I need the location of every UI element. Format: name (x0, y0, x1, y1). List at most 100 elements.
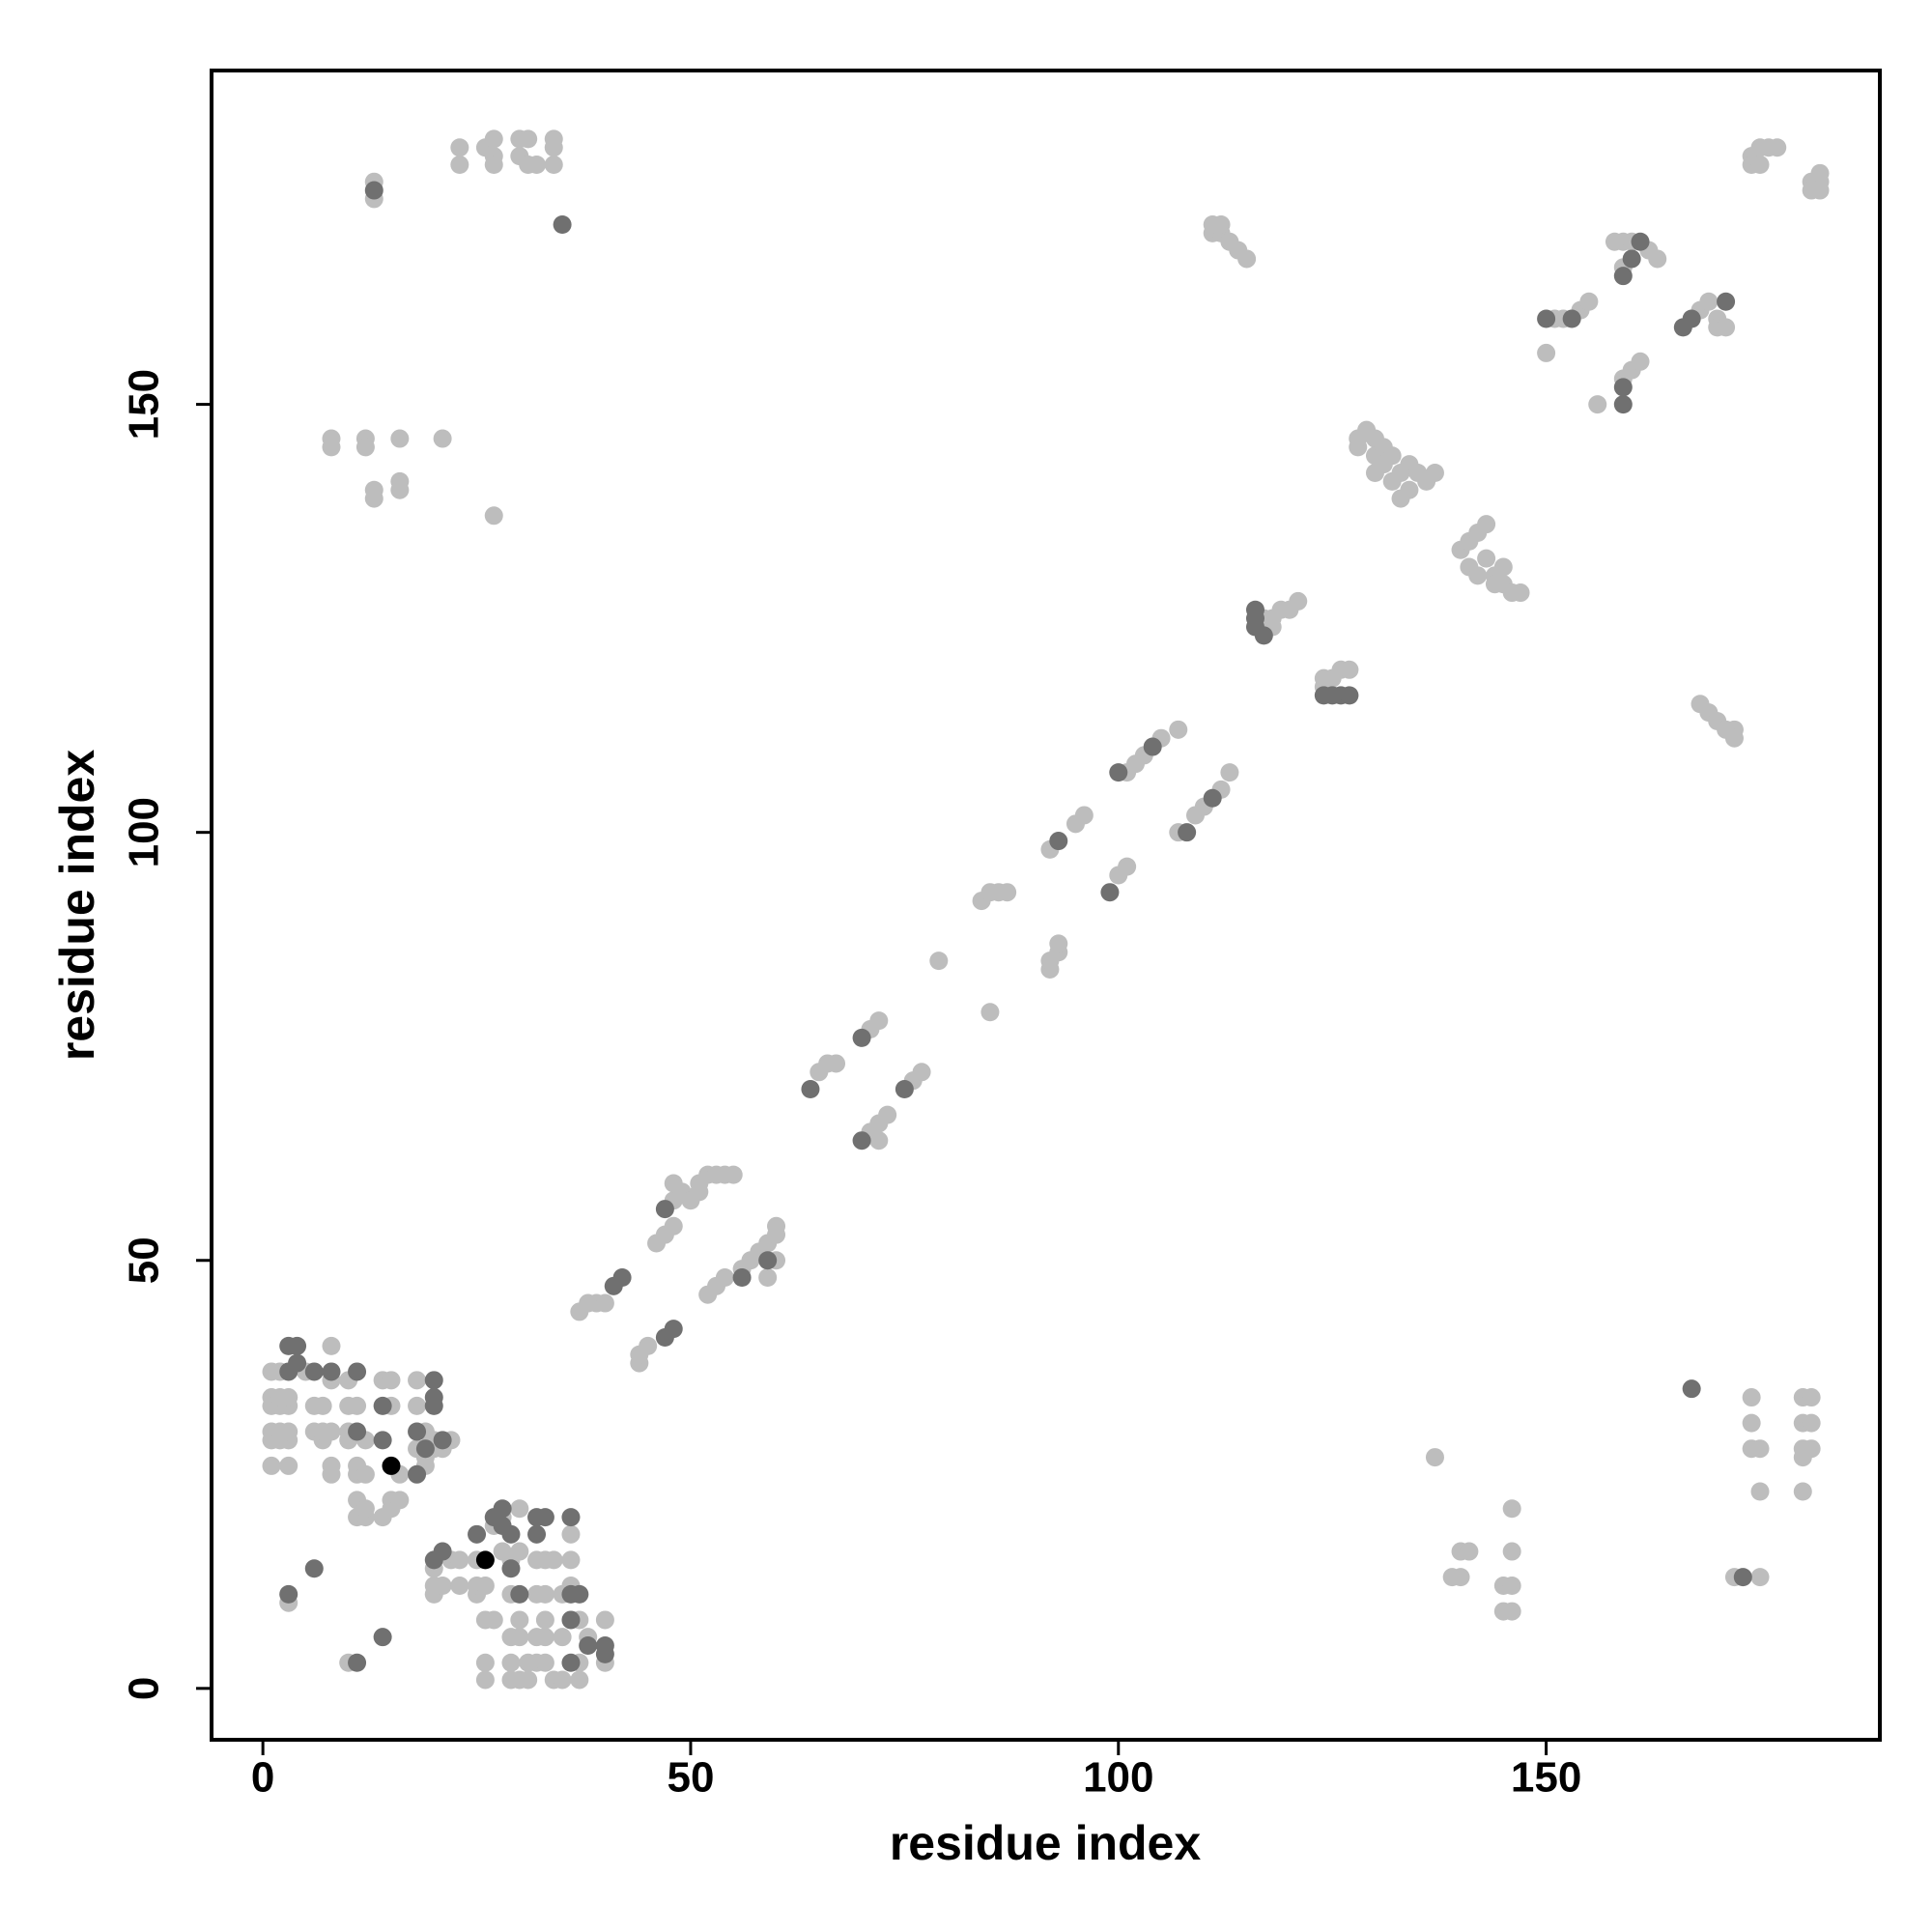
point (1802, 1413, 1821, 1433)
point (1750, 1482, 1770, 1501)
point (1613, 267, 1633, 286)
point (1742, 1413, 1761, 1433)
point (1537, 309, 1556, 328)
point (1169, 720, 1188, 739)
point (639, 1336, 658, 1355)
point (322, 1456, 341, 1475)
x-tick-label: 0 (251, 1754, 274, 1802)
point (869, 1131, 889, 1151)
point (510, 1499, 529, 1519)
point (382, 1371, 401, 1390)
point (664, 1216, 683, 1236)
point (1613, 395, 1633, 414)
point (595, 1636, 614, 1656)
point (408, 1422, 427, 1441)
point (1118, 857, 1137, 876)
point (544, 138, 563, 157)
point (1750, 1568, 1770, 1587)
point (322, 1422, 341, 1441)
point (1049, 934, 1068, 953)
point (279, 1388, 298, 1407)
point (262, 1456, 281, 1475)
point (279, 1584, 298, 1604)
point (493, 1499, 512, 1519)
point (655, 1200, 674, 1219)
point (1477, 549, 1496, 568)
point (1237, 249, 1257, 269)
point (1793, 1482, 1812, 1501)
point (912, 1063, 931, 1082)
point (1793, 1448, 1812, 1467)
y-tick-label: 0 (121, 1677, 168, 1700)
point (1622, 249, 1641, 269)
point (1493, 557, 1513, 577)
point (501, 1653, 521, 1672)
point (450, 155, 469, 174)
point (664, 1320, 683, 1339)
point (519, 1670, 538, 1690)
y-tick-label: 100 (121, 797, 168, 867)
point (1425, 1448, 1444, 1467)
point (758, 1251, 778, 1270)
point (1245, 600, 1264, 619)
point (355, 438, 375, 457)
point (595, 1293, 614, 1313)
point (322, 1336, 341, 1355)
point (561, 1610, 581, 1630)
point (1460, 1542, 1479, 1561)
point (1211, 215, 1231, 235)
point (715, 1267, 734, 1287)
point (1382, 446, 1402, 466)
point (408, 1371, 427, 1390)
point (1562, 309, 1581, 328)
point (1468, 566, 1488, 585)
point (1074, 806, 1094, 825)
point (535, 1584, 554, 1604)
point (1631, 352, 1650, 371)
point (355, 1464, 375, 1484)
point (1750, 155, 1770, 174)
point (1109, 763, 1128, 782)
point (1178, 823, 1197, 842)
point (535, 1508, 554, 1527)
point (1203, 788, 1222, 808)
point (364, 489, 384, 508)
point (1673, 318, 1692, 337)
point (561, 1550, 581, 1570)
point (535, 1653, 554, 1672)
point (852, 1131, 871, 1151)
point (1613, 378, 1633, 397)
point (1768, 138, 1787, 157)
x-tick-label: 100 (1083, 1754, 1153, 1802)
plot-frame (210, 69, 1882, 1742)
point (484, 155, 503, 174)
point (1810, 181, 1830, 200)
point (1502, 1542, 1521, 1561)
point (1537, 343, 1556, 362)
point (355, 1499, 375, 1519)
point (408, 1396, 427, 1415)
point (450, 138, 469, 157)
point (364, 181, 384, 200)
point (1502, 1602, 1521, 1621)
point (510, 1610, 529, 1630)
point (433, 429, 452, 448)
x-tick-label: 50 (667, 1754, 714, 1802)
point (579, 1636, 598, 1656)
point (1742, 1388, 1761, 1407)
point (1733, 1568, 1752, 1587)
point (1254, 626, 1273, 645)
point (544, 155, 563, 174)
y-tick-label: 150 (121, 369, 168, 440)
point (510, 1584, 529, 1604)
point (929, 952, 949, 971)
point (484, 506, 503, 526)
point (612, 1267, 632, 1287)
point (561, 1524, 581, 1544)
point (1502, 1499, 1521, 1519)
point (1477, 515, 1496, 534)
point (279, 1456, 298, 1475)
point (322, 438, 341, 457)
point (895, 1080, 914, 1099)
